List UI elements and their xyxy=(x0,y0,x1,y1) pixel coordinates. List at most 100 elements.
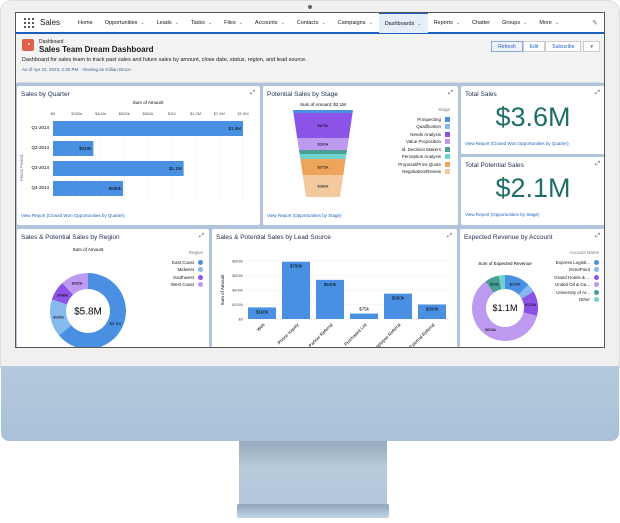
nav-item-dashboards[interactable]: Dashboards ⌄ xyxy=(378,13,428,33)
edit-button[interactable]: Edit xyxy=(522,41,546,52)
nav-item-tasks[interactable]: Tasks ⌄ xyxy=(185,13,218,33)
nav-item-chatter[interactable]: Chatter xyxy=(466,13,496,33)
donut-slice xyxy=(498,275,505,290)
view-report-link[interactable]: View Report (Closed Won Opportunities by… xyxy=(465,141,569,146)
expand-icon[interactable]: ⤢ xyxy=(448,90,453,96)
x-tick-label: Phone Inquiry xyxy=(277,322,301,346)
nav-item-label: Reports xyxy=(433,19,453,26)
legend-label: Qualification xyxy=(416,124,441,130)
legend-item[interactable]: Qualification xyxy=(398,123,450,131)
nav-item-files[interactable]: Files ⌄ xyxy=(218,13,249,33)
legend-item[interactable]: Express Logisti... xyxy=(554,259,599,267)
nav-item-groups[interactable]: Groups ⌄ xyxy=(496,13,533,33)
view-report-link[interactable]: View Report (Opportunities by Stage) xyxy=(267,213,342,218)
monitor-stand xyxy=(239,441,387,511)
chevron-down-icon[interactable]: ⌄ xyxy=(455,19,461,26)
chevron-down-icon[interactable]: ⌄ xyxy=(207,19,213,26)
chart-title: Sum of Amount: $2.1M xyxy=(300,102,346,107)
chevron-down-icon[interactable]: ⌄ xyxy=(174,19,179,26)
legend-item[interactable]: University of Ar... xyxy=(554,289,599,297)
expand-icon[interactable]: ⤢ xyxy=(250,90,255,96)
legend-item[interactable]: Perception Analysis xyxy=(398,153,450,161)
nav-item-leads[interactable]: Leads ⌄ xyxy=(151,13,185,33)
nav-item-home[interactable]: Home xyxy=(72,13,99,33)
nav-item-label: Home xyxy=(78,19,93,26)
expand-icon[interactable]: ⤢ xyxy=(199,233,204,239)
view-report-link[interactable]: View Report (Opportunities by Stage) xyxy=(465,212,540,217)
legend-item[interactable]: West Coast xyxy=(171,281,203,289)
nav-item-label: Leads xyxy=(156,19,172,26)
legend-item[interactable]: Midwest xyxy=(171,266,203,274)
x-tick-label: Employee Referral xyxy=(372,322,402,348)
page-title: Sales Team Dream Dashboard xyxy=(39,45,154,54)
chevron-down-icon[interactable]: ⌄ xyxy=(238,19,243,26)
chevron-down-icon[interactable]: ⌄ xyxy=(368,19,373,26)
card-title: Sales by Quarter xyxy=(21,91,70,98)
refresh-button[interactable]: Refresh xyxy=(491,41,523,52)
breadcrumb[interactable]: Dashboard xyxy=(39,39,64,45)
chevron-down-icon[interactable]: ⌄ xyxy=(140,19,145,26)
donut-slice xyxy=(505,275,529,295)
camera xyxy=(308,5,312,9)
expand-icon[interactable]: ⤢ xyxy=(595,233,600,239)
nav-item-contacts[interactable]: Contacts ⌄ xyxy=(291,13,332,33)
legend-swatch xyxy=(198,274,203,280)
donut-slice xyxy=(62,273,88,295)
data-label: $120k xyxy=(525,302,536,307)
stage-funnel-chart: Sum of Amount: $2.1M $675k $309k $375k $389k xyxy=(293,102,353,197)
chevron-down-icon[interactable]: ⌄ xyxy=(417,20,422,27)
legend-swatch xyxy=(594,297,599,303)
legend-item[interactable]: United Oil & Ga... xyxy=(554,281,599,289)
nav-item-accounts[interactable]: Accounts ⌄ xyxy=(249,13,291,33)
legend-swatch xyxy=(594,267,599,273)
chevron-down-icon[interactable]: ⌄ xyxy=(280,19,285,26)
funnel-segment xyxy=(300,159,346,175)
data-label: $70k xyxy=(490,282,499,287)
card-expected-revenue: Expected Revenue by Account ⤢ Sum of Exp… xyxy=(460,229,604,347)
expand-icon[interactable]: ⤢ xyxy=(595,90,600,96)
legend-item[interactable]: Southwest xyxy=(171,274,203,282)
legend-swatch xyxy=(594,259,599,265)
donut-slice xyxy=(51,283,74,305)
legend-label: Other xyxy=(578,297,590,303)
card-by-region: Sales & Potential Sales by Region ⤢ Sum … xyxy=(17,229,209,347)
bar xyxy=(418,304,446,319)
edit-nav-icon[interactable]: ✎ xyxy=(592,19,598,27)
donut-slice xyxy=(521,291,538,316)
view-report-link[interactable]: View Report (Closed Won Opportunities by… xyxy=(21,213,125,218)
legend-label: Needs Analysis xyxy=(410,131,441,137)
legend-item[interactable]: Proposal/Price Quote xyxy=(398,161,450,169)
app-launcher-icon[interactable] xyxy=(24,17,34,28)
y-tick-label: $0 xyxy=(239,317,244,322)
chevron-down-icon[interactable]: ⌄ xyxy=(321,19,326,26)
more-actions-icon[interactable]: ▾ xyxy=(583,41,600,52)
legend-label: Negotiation/Review xyxy=(402,169,441,175)
nav-item-campaigns[interactable]: Campaigns ⌄ xyxy=(332,13,379,33)
nav-item-label: Opportunities xyxy=(104,19,138,26)
nav-item-more[interactable]: More ⌄ xyxy=(533,13,565,33)
nav-item-opportunities[interactable]: Opportunities ⌄ xyxy=(99,13,151,33)
data-label: $160k xyxy=(256,309,269,314)
dashboard-description: Dashboard for sales team to track past s… xyxy=(22,57,307,63)
legend-item[interactable]: Other xyxy=(554,296,599,304)
legend-label: Value Proposition xyxy=(406,139,441,145)
subscribe-button[interactable]: Subscribe xyxy=(545,41,582,52)
legend-swatch xyxy=(445,146,450,152)
legend-item[interactable]: Needs Analysis xyxy=(398,131,450,139)
legend-item[interactable]: GenePoint xyxy=(554,266,599,274)
legend-item[interactable]: Grand Hotels & ... xyxy=(554,274,599,282)
expand-icon[interactable]: ⤢ xyxy=(595,161,600,167)
chevron-down-icon[interactable]: ⌄ xyxy=(523,19,528,26)
x-tick-label: $0 xyxy=(51,111,56,116)
legend-item[interactable]: Prospecting xyxy=(398,116,450,124)
y-tick-label: $200k xyxy=(232,302,243,307)
nav-item-reports[interactable]: Reports ⌄ xyxy=(428,13,466,33)
legend-item[interactable]: Value Proposition xyxy=(398,138,450,146)
legend-item[interactable]: Negotiation/Review xyxy=(398,168,450,176)
legend-item[interactable]: East Coast xyxy=(171,259,203,267)
chevron-down-icon[interactable]: ⌄ xyxy=(554,19,560,26)
expand-icon[interactable]: ⤢ xyxy=(447,233,452,239)
dashboard-header: ◔ Dashboard Sales Team Dream Dashboard D… xyxy=(16,34,604,83)
nav-item-label: Accounts xyxy=(254,19,278,26)
legend-item[interactable]: Id. Decision Makers xyxy=(398,146,450,154)
